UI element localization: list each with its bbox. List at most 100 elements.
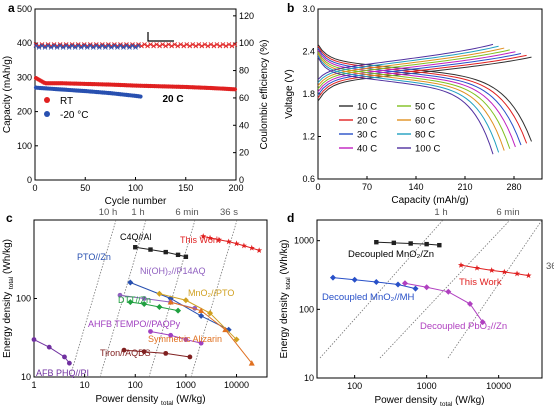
series-label: Decoupled MnO₂//MH: [322, 292, 415, 303]
y-tick-label: 100: [299, 304, 314, 314]
efficiency-mark: [205, 43, 211, 49]
series-3: [33, 43, 141, 50]
charge-curve: [317, 43, 494, 80]
data-point: [457, 261, 465, 268]
series-5: [317, 47, 505, 151]
data-point: [479, 319, 486, 326]
efficiency-mark: [78, 45, 84, 50]
data-point: [525, 272, 532, 279]
series-4: [156, 290, 240, 343]
x-tick-label: 100: [128, 183, 143, 193]
data-point: [187, 354, 193, 360]
efficiency-mark: [39, 43, 45, 49]
series-0: [317, 44, 532, 142]
legend-label: RT: [60, 96, 73, 107]
y-axis-label: Energy density total (Wh/kg): [2, 239, 15, 358]
x-tick-label: 280: [506, 182, 521, 192]
data-point: [148, 247, 153, 252]
series-0: [33, 75, 238, 92]
y-tick-label: 1.8: [302, 89, 315, 99]
series-label: This Work: [459, 277, 502, 288]
efficiency-mark: [124, 43, 129, 49]
data-point: [127, 279, 134, 286]
efficiency-mark: [103, 45, 108, 50]
panel-b: 0 70 140 210 280 0.6 1.2 1.8 2.4 3.0 Capacity (mAh…: [284, 1, 543, 206]
series-6: [148, 329, 204, 346]
efficiency-mark: [115, 45, 120, 50]
efficiency-mark: [72, 45, 78, 50]
data-point: [401, 280, 408, 287]
series-5: [127, 299, 182, 314]
data-point: [240, 242, 247, 249]
efficiency-mark: [81, 43, 87, 49]
efficiency-mark: [199, 43, 205, 49]
charge-curve: [317, 49, 510, 90]
data-point: [198, 307, 205, 314]
series-label: MnO₂//PTO: [188, 288, 234, 298]
series-line: [130, 301, 179, 312]
guide-path: [99, 219, 147, 378]
data-point: [127, 299, 134, 306]
series-label: C4Q//Al: [120, 232, 152, 242]
data-point: [141, 296, 147, 301]
efficiency-mark: [217, 43, 223, 49]
series-7: [317, 43, 494, 155]
data-point: [391, 240, 397, 246]
x-tick-label: 0: [32, 183, 37, 193]
discharge-curve: [317, 44, 532, 142]
efficiency-mark: [112, 43, 117, 49]
x-axis-label: Capacity (mAh/g): [391, 195, 468, 206]
data-point: [148, 329, 153, 334]
guide-line: 10 h: [69, 207, 117, 378]
efficiency-mark: [178, 42, 184, 47]
panel-label: c: [6, 211, 13, 225]
charge-curve: [317, 56, 532, 102]
efficiency-mark: [51, 43, 57, 49]
efficiency-mark: [54, 45, 60, 50]
guide-path: [69, 219, 117, 378]
efficiency-mark: [36, 45, 42, 50]
data-point: [46, 344, 52, 350]
data-point: [222, 326, 229, 333]
series-label: Decoupled PbO₂//Zn: [420, 321, 507, 332]
y-tick-label: 3.0: [302, 4, 315, 14]
data-point: [473, 264, 481, 271]
series-line: [376, 241, 440, 246]
x-tick-label: 100: [128, 380, 143, 390]
guide-path: [379, 219, 511, 359]
y2-tick-label: 0: [239, 175, 244, 185]
x-tick-label: 100: [347, 381, 362, 391]
arrow-icon: [147, 32, 174, 42]
series-label: DTT//Zn: [118, 295, 151, 305]
data-point: [488, 267, 495, 273]
data-point: [232, 87, 238, 92]
panel-d: 100 1000 10000 10 100 1000 Power density total…: [279, 207, 554, 408]
series-label: AHFB TEMPO//PAQPy: [88, 319, 181, 329]
efficiency-mark: [166, 42, 171, 47]
efficiency-mark: [223, 43, 229, 49]
efficiency-mark: [127, 45, 132, 50]
series-line: [33, 339, 70, 364]
x-tick-label: 0: [315, 182, 320, 192]
efficiency-mark: [106, 43, 111, 49]
series-line: [170, 301, 253, 364]
efficiency-mark: [42, 45, 48, 50]
x-tick-label: 50: [80, 183, 90, 193]
efficiency-mark: [193, 43, 199, 49]
x-tick-label: 1: [31, 380, 36, 390]
discharge-curve: [317, 45, 528, 144]
discharge-curve: [317, 56, 494, 155]
data-point: [207, 310, 214, 317]
series-0: [374, 239, 442, 248]
guide-path: [319, 219, 444, 359]
data-point: [437, 242, 442, 248]
series-label: AFB PHQ//PI: [36, 368, 89, 378]
y-tick-label: 300: [17, 72, 32, 82]
data-point: [374, 239, 379, 245]
data-point: [501, 268, 508, 275]
y2-tick-label: 120: [239, 11, 254, 21]
efficiency-mark: [211, 43, 217, 49]
series-label: Decoupled MnO₂/Zn: [348, 249, 434, 260]
x-tick-label: 210: [457, 182, 472, 192]
